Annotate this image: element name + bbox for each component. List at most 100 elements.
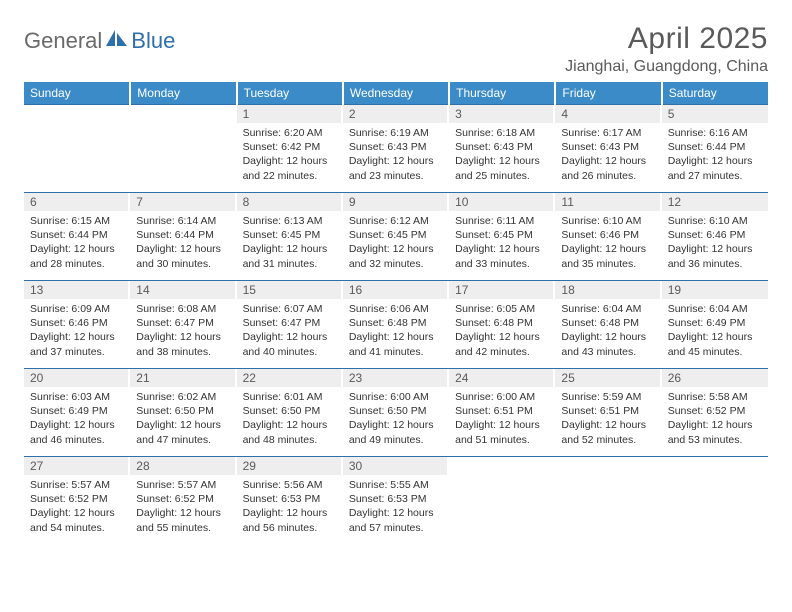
day-number: 24 xyxy=(449,369,555,387)
day-line: Sunrise: 5:55 AM xyxy=(349,478,443,492)
day-number: 12 xyxy=(662,193,768,211)
day-number: 14 xyxy=(130,281,236,299)
day-number: 20 xyxy=(24,369,130,387)
day-line: Sunset: 6:47 PM xyxy=(136,316,230,330)
day-body: Sunrise: 5:57 AMSunset: 6:52 PMDaylight:… xyxy=(24,475,130,539)
day-line: Sunrise: 6:20 AM xyxy=(243,126,337,140)
calendar-cell: 10Sunrise: 6:11 AMSunset: 6:45 PMDayligh… xyxy=(449,193,555,281)
day-number: 30 xyxy=(343,457,449,475)
day-line: Sunrise: 6:11 AM xyxy=(455,214,549,228)
day-number: 6 xyxy=(24,193,130,211)
day-line: Sunrise: 6:08 AM xyxy=(136,302,230,316)
day-line: Daylight: 12 hours and 22 minutes. xyxy=(243,154,337,182)
day-line: Sunset: 6:43 PM xyxy=(455,140,549,154)
day-line: Daylight: 12 hours and 28 minutes. xyxy=(30,242,124,270)
day-line: Sunset: 6:45 PM xyxy=(349,228,443,242)
calendar-cell xyxy=(555,457,661,545)
day-line: Sunset: 6:51 PM xyxy=(561,404,655,418)
day-number xyxy=(662,457,768,475)
day-line: Daylight: 12 hours and 56 minutes. xyxy=(243,506,337,534)
brand-sail-icon xyxy=(106,30,128,53)
calendar-cell xyxy=(24,105,130,193)
day-line: Sunrise: 6:00 AM xyxy=(349,390,443,404)
day-body: Sunrise: 6:18 AMSunset: 6:43 PMDaylight:… xyxy=(449,123,555,187)
calendar-cell: 28Sunrise: 5:57 AMSunset: 6:52 PMDayligh… xyxy=(130,457,236,545)
day-line: Sunrise: 6:17 AM xyxy=(561,126,655,140)
day-line: Sunset: 6:49 PM xyxy=(30,404,124,418)
day-line: Sunset: 6:47 PM xyxy=(243,316,337,330)
day-body: Sunrise: 6:10 AMSunset: 6:46 PMDaylight:… xyxy=(555,211,661,275)
day-number xyxy=(130,105,236,123)
day-line: Sunrise: 6:13 AM xyxy=(243,214,337,228)
day-body: Sunrise: 6:02 AMSunset: 6:50 PMDaylight:… xyxy=(130,387,236,451)
calendar-cell: 17Sunrise: 6:05 AMSunset: 6:48 PMDayligh… xyxy=(449,281,555,369)
day-line: Sunset: 6:44 PM xyxy=(136,228,230,242)
weekday-header: Tuesday xyxy=(237,82,343,105)
day-line: Sunrise: 6:07 AM xyxy=(243,302,337,316)
calendar-week-row: 27Sunrise: 5:57 AMSunset: 6:52 PMDayligh… xyxy=(24,457,768,545)
day-line: Sunset: 6:52 PM xyxy=(30,492,124,506)
day-line: Sunrise: 6:00 AM xyxy=(455,390,549,404)
day-body: Sunrise: 6:10 AMSunset: 6:46 PMDaylight:… xyxy=(662,211,768,275)
day-number: 11 xyxy=(555,193,661,211)
day-line: Daylight: 12 hours and 33 minutes. xyxy=(455,242,549,270)
day-body: Sunrise: 6:15 AMSunset: 6:44 PMDaylight:… xyxy=(24,211,130,275)
day-number: 15 xyxy=(237,281,343,299)
day-line: Daylight: 12 hours and 54 minutes. xyxy=(30,506,124,534)
day-number: 23 xyxy=(343,369,449,387)
calendar-week-row: 20Sunrise: 6:03 AMSunset: 6:49 PMDayligh… xyxy=(24,369,768,457)
day-line: Sunrise: 6:10 AM xyxy=(561,214,655,228)
calendar-cell: 3Sunrise: 6:18 AMSunset: 6:43 PMDaylight… xyxy=(449,105,555,193)
day-body: Sunrise: 5:56 AMSunset: 6:53 PMDaylight:… xyxy=(237,475,343,539)
weekday-header: Wednesday xyxy=(343,82,449,105)
calendar-cell: 21Sunrise: 6:02 AMSunset: 6:50 PMDayligh… xyxy=(130,369,236,457)
day-line: Daylight: 12 hours and 46 minutes. xyxy=(30,418,124,446)
weekday-header: Sunday xyxy=(24,82,130,105)
day-number: 8 xyxy=(237,193,343,211)
day-body: Sunrise: 6:06 AMSunset: 6:48 PMDaylight:… xyxy=(343,299,449,363)
day-line: Daylight: 12 hours and 35 minutes. xyxy=(561,242,655,270)
day-body: Sunrise: 6:00 AMSunset: 6:50 PMDaylight:… xyxy=(343,387,449,451)
day-body: Sunrise: 6:08 AMSunset: 6:47 PMDaylight:… xyxy=(130,299,236,363)
day-number: 2 xyxy=(343,105,449,123)
calendar-cell: 11Sunrise: 6:10 AMSunset: 6:46 PMDayligh… xyxy=(555,193,661,281)
day-line: Sunrise: 5:57 AM xyxy=(30,478,124,492)
day-line: Sunrise: 6:06 AM xyxy=(349,302,443,316)
day-line: Sunset: 6:45 PM xyxy=(243,228,337,242)
day-line: Sunrise: 6:14 AM xyxy=(136,214,230,228)
day-line: Sunrise: 6:02 AM xyxy=(136,390,230,404)
calendar-cell: 14Sunrise: 6:08 AMSunset: 6:47 PMDayligh… xyxy=(130,281,236,369)
day-line: Daylight: 12 hours and 43 minutes. xyxy=(561,330,655,358)
day-number: 5 xyxy=(662,105,768,123)
calendar-cell: 20Sunrise: 6:03 AMSunset: 6:49 PMDayligh… xyxy=(24,369,130,457)
calendar-table: SundayMondayTuesdayWednesdayThursdayFrid… xyxy=(24,82,768,545)
day-line: Sunrise: 5:59 AM xyxy=(561,390,655,404)
day-body: Sunrise: 5:58 AMSunset: 6:52 PMDaylight:… xyxy=(662,387,768,451)
calendar-cell: 26Sunrise: 5:58 AMSunset: 6:52 PMDayligh… xyxy=(662,369,768,457)
day-line: Sunrise: 5:56 AM xyxy=(243,478,337,492)
day-line: Daylight: 12 hours and 48 minutes. xyxy=(243,418,337,446)
day-line: Daylight: 12 hours and 52 minutes. xyxy=(561,418,655,446)
day-number: 13 xyxy=(24,281,130,299)
day-number: 19 xyxy=(662,281,768,299)
day-line: Sunrise: 5:57 AM xyxy=(136,478,230,492)
day-body: Sunrise: 6:01 AMSunset: 6:50 PMDaylight:… xyxy=(237,387,343,451)
calendar-cell: 19Sunrise: 6:04 AMSunset: 6:49 PMDayligh… xyxy=(662,281,768,369)
day-number xyxy=(555,457,661,475)
day-line: Sunrise: 6:19 AM xyxy=(349,126,443,140)
calendar-cell: 16Sunrise: 6:06 AMSunset: 6:48 PMDayligh… xyxy=(343,281,449,369)
day-number: 26 xyxy=(662,369,768,387)
weekday-header: Friday xyxy=(555,82,661,105)
day-line: Daylight: 12 hours and 55 minutes. xyxy=(136,506,230,534)
day-body: Sunrise: 6:04 AMSunset: 6:49 PMDaylight:… xyxy=(662,299,768,363)
day-line: Daylight: 12 hours and 57 minutes. xyxy=(349,506,443,534)
calendar-cell xyxy=(130,105,236,193)
day-line: Daylight: 12 hours and 41 minutes. xyxy=(349,330,443,358)
day-line: Daylight: 12 hours and 53 minutes. xyxy=(668,418,762,446)
weekday-header: Saturday xyxy=(662,82,768,105)
day-line: Sunrise: 6:01 AM xyxy=(243,390,337,404)
day-body: Sunrise: 6:17 AMSunset: 6:43 PMDaylight:… xyxy=(555,123,661,187)
day-line: Sunset: 6:50 PM xyxy=(349,404,443,418)
day-line: Sunset: 6:44 PM xyxy=(30,228,124,242)
day-line: Sunset: 6:51 PM xyxy=(455,404,549,418)
